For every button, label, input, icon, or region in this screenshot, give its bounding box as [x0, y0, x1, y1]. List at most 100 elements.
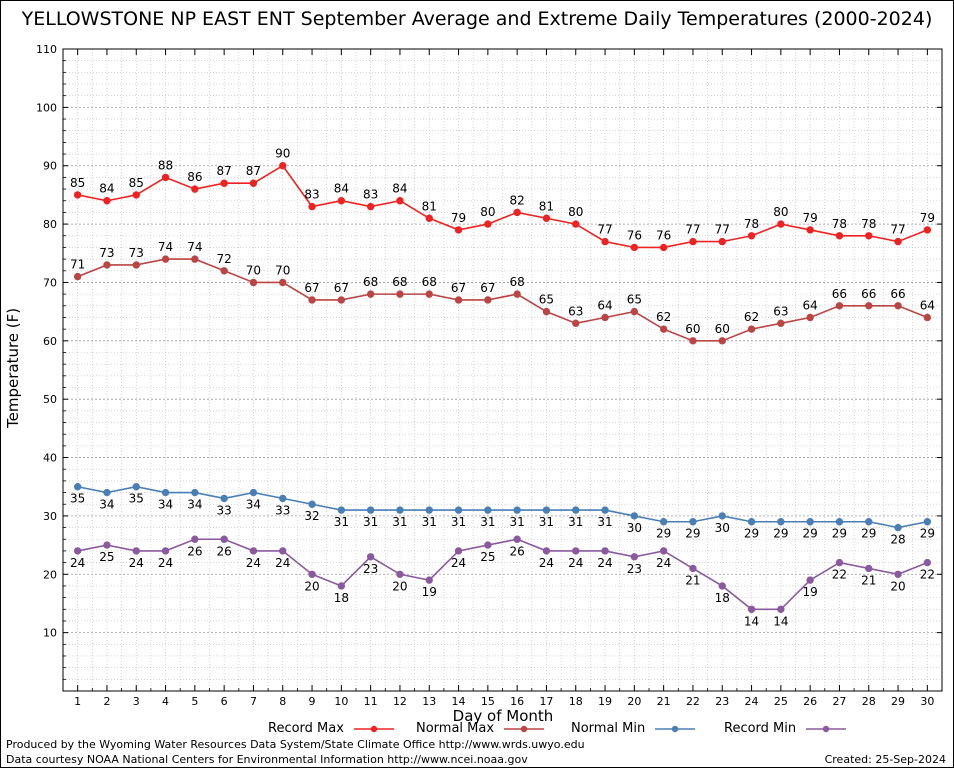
- legend-label-record-max: Record Max: [268, 721, 344, 736]
- data-label-record-max: 87: [246, 164, 261, 178]
- data-label-record-max: 80: [773, 205, 788, 219]
- data-point-normal-max: [923, 313, 932, 322]
- data-label-normal-min: 31: [422, 515, 437, 529]
- data-point-record-min: [513, 535, 521, 543]
- y-tick-label: 30: [43, 510, 57, 523]
- data-label-record-min: 20: [304, 579, 319, 593]
- data-label-record-min: 26: [217, 544, 232, 558]
- x-tick-label: 22: [686, 695, 700, 708]
- data-point-record-max: [542, 214, 551, 222]
- x-tick-label: 6: [221, 695, 228, 708]
- data-point-normal-min: [396, 506, 404, 514]
- data-point-record-min: [806, 576, 814, 584]
- data-label-record-min: 24: [656, 556, 671, 570]
- data-point-record-min: [454, 547, 463, 555]
- data-point-record-max: [161, 173, 170, 182]
- legend-swatch-marker: [520, 725, 528, 732]
- data-point-normal-max: [689, 337, 697, 345]
- data-point-record-min: [894, 570, 902, 578]
- data-point-normal-max: [601, 313, 609, 322]
- data-label-normal-max: 60: [685, 322, 700, 336]
- data-label-normal-max: 63: [773, 304, 788, 318]
- x-tick-label: 19: [598, 695, 612, 708]
- data-point-record-min: [718, 582, 726, 590]
- data-point-record-min: [601, 547, 609, 555]
- data-point-record-min: [865, 564, 873, 573]
- data-point-normal-min: [572, 506, 580, 514]
- data-label-normal-min: 29: [832, 527, 847, 541]
- data-point-record-max: [132, 191, 140, 199]
- data-point-normal-min: [630, 512, 639, 520]
- x-axis-label: Day of Month: [452, 707, 554, 725]
- data-label-normal-max: 63: [568, 304, 583, 318]
- data-point-record-max: [308, 202, 316, 211]
- legend-swatch-graphic: [806, 725, 847, 732]
- data-label-normal-min: 31: [597, 515, 612, 529]
- data-point-record-min: [132, 547, 140, 555]
- data-point-normal-min: [191, 488, 199, 497]
- data-label-record-max: 76: [627, 228, 642, 242]
- data-point-normal-max: [161, 255, 170, 263]
- data-label-record-min: 24: [568, 556, 583, 570]
- data-label-normal-min: 31: [539, 515, 554, 529]
- data-label-normal-min: 29: [803, 527, 818, 541]
- legend-item-record-min: Record Min: [724, 721, 848, 736]
- data-label-normal-max: 70: [246, 263, 261, 277]
- y-tick-label: 110: [36, 43, 57, 56]
- data-point-normal-min: [484, 506, 492, 514]
- data-point-record-min: [923, 558, 932, 567]
- data-label-record-min: 24: [451, 556, 466, 570]
- x-tick-label: 4: [162, 695, 169, 708]
- data-point-normal-max: [835, 302, 844, 310]
- data-point-record-min: [542, 547, 551, 555]
- x-tick-label: 20: [627, 695, 641, 708]
- data-label-normal-min: 33: [275, 503, 290, 517]
- grid-layer: [62, 48, 943, 691]
- data-label-normal-min: 34: [158, 498, 173, 512]
- data-point-normal-min: [542, 506, 551, 514]
- legend-item-record-max: Record Max: [268, 721, 396, 736]
- data-point-normal-max: [73, 272, 82, 281]
- data-point-normal-min: [513, 506, 521, 514]
- data-point-normal-min: [103, 488, 111, 497]
- data-label-normal-min: 35: [70, 492, 85, 506]
- series-line-normal-min: [77, 485, 928, 529]
- data-label-record-max: 78: [744, 217, 759, 231]
- data-label-normal-max: 66: [861, 287, 876, 301]
- data-point-record-min: [689, 564, 697, 573]
- data-label-normal-min: 29: [744, 527, 759, 541]
- data-label-record-max: 90: [275, 147, 290, 161]
- x-tick-label: 2: [103, 695, 110, 708]
- x-tick-label: 3: [133, 695, 140, 708]
- data-point-record-max: [630, 243, 639, 252]
- legend-swatch-graphic: [353, 725, 394, 732]
- data-label-normal-min: 31: [392, 515, 407, 529]
- data-point-normal-max: [279, 278, 287, 287]
- data-label-normal-max: 72: [217, 252, 232, 266]
- data-point-record-max: [806, 226, 814, 234]
- data-label-record-max: 77: [685, 223, 700, 237]
- data-point-normal-min: [249, 488, 258, 497]
- data-point-normal-max: [220, 267, 228, 275]
- data-label-normal-min: 34: [246, 498, 261, 512]
- y-tick-label: 70: [43, 276, 57, 289]
- data-point-normal-min: [747, 518, 756, 526]
- data-point-record-min: [161, 547, 170, 555]
- data-label-normal-min: 29: [656, 527, 671, 541]
- data-label-normal-min: 34: [99, 498, 114, 512]
- legend-item-normal-min: Normal Min: [571, 721, 697, 736]
- data-point-normal-max: [894, 302, 902, 310]
- data-point-record-max: [103, 197, 111, 205]
- data-point-record-max: [718, 237, 726, 246]
- data-point-record-min: [249, 547, 258, 555]
- data-label-record-max: 85: [129, 176, 144, 190]
- data-point-record-min: [366, 553, 375, 561]
- footer-data-courtesy: Data courtesy NOAA National Centers for …: [6, 753, 528, 766]
- data-label-normal-min: 30: [715, 521, 730, 535]
- data-point-normal-max: [337, 296, 346, 304]
- data-label-normal-max: 67: [480, 281, 495, 295]
- data-point-record-min: [191, 535, 199, 543]
- data-label-normal-max: 60: [715, 322, 730, 336]
- data-label-normal-max: 68: [510, 275, 525, 289]
- data-point-normal-min: [923, 518, 932, 526]
